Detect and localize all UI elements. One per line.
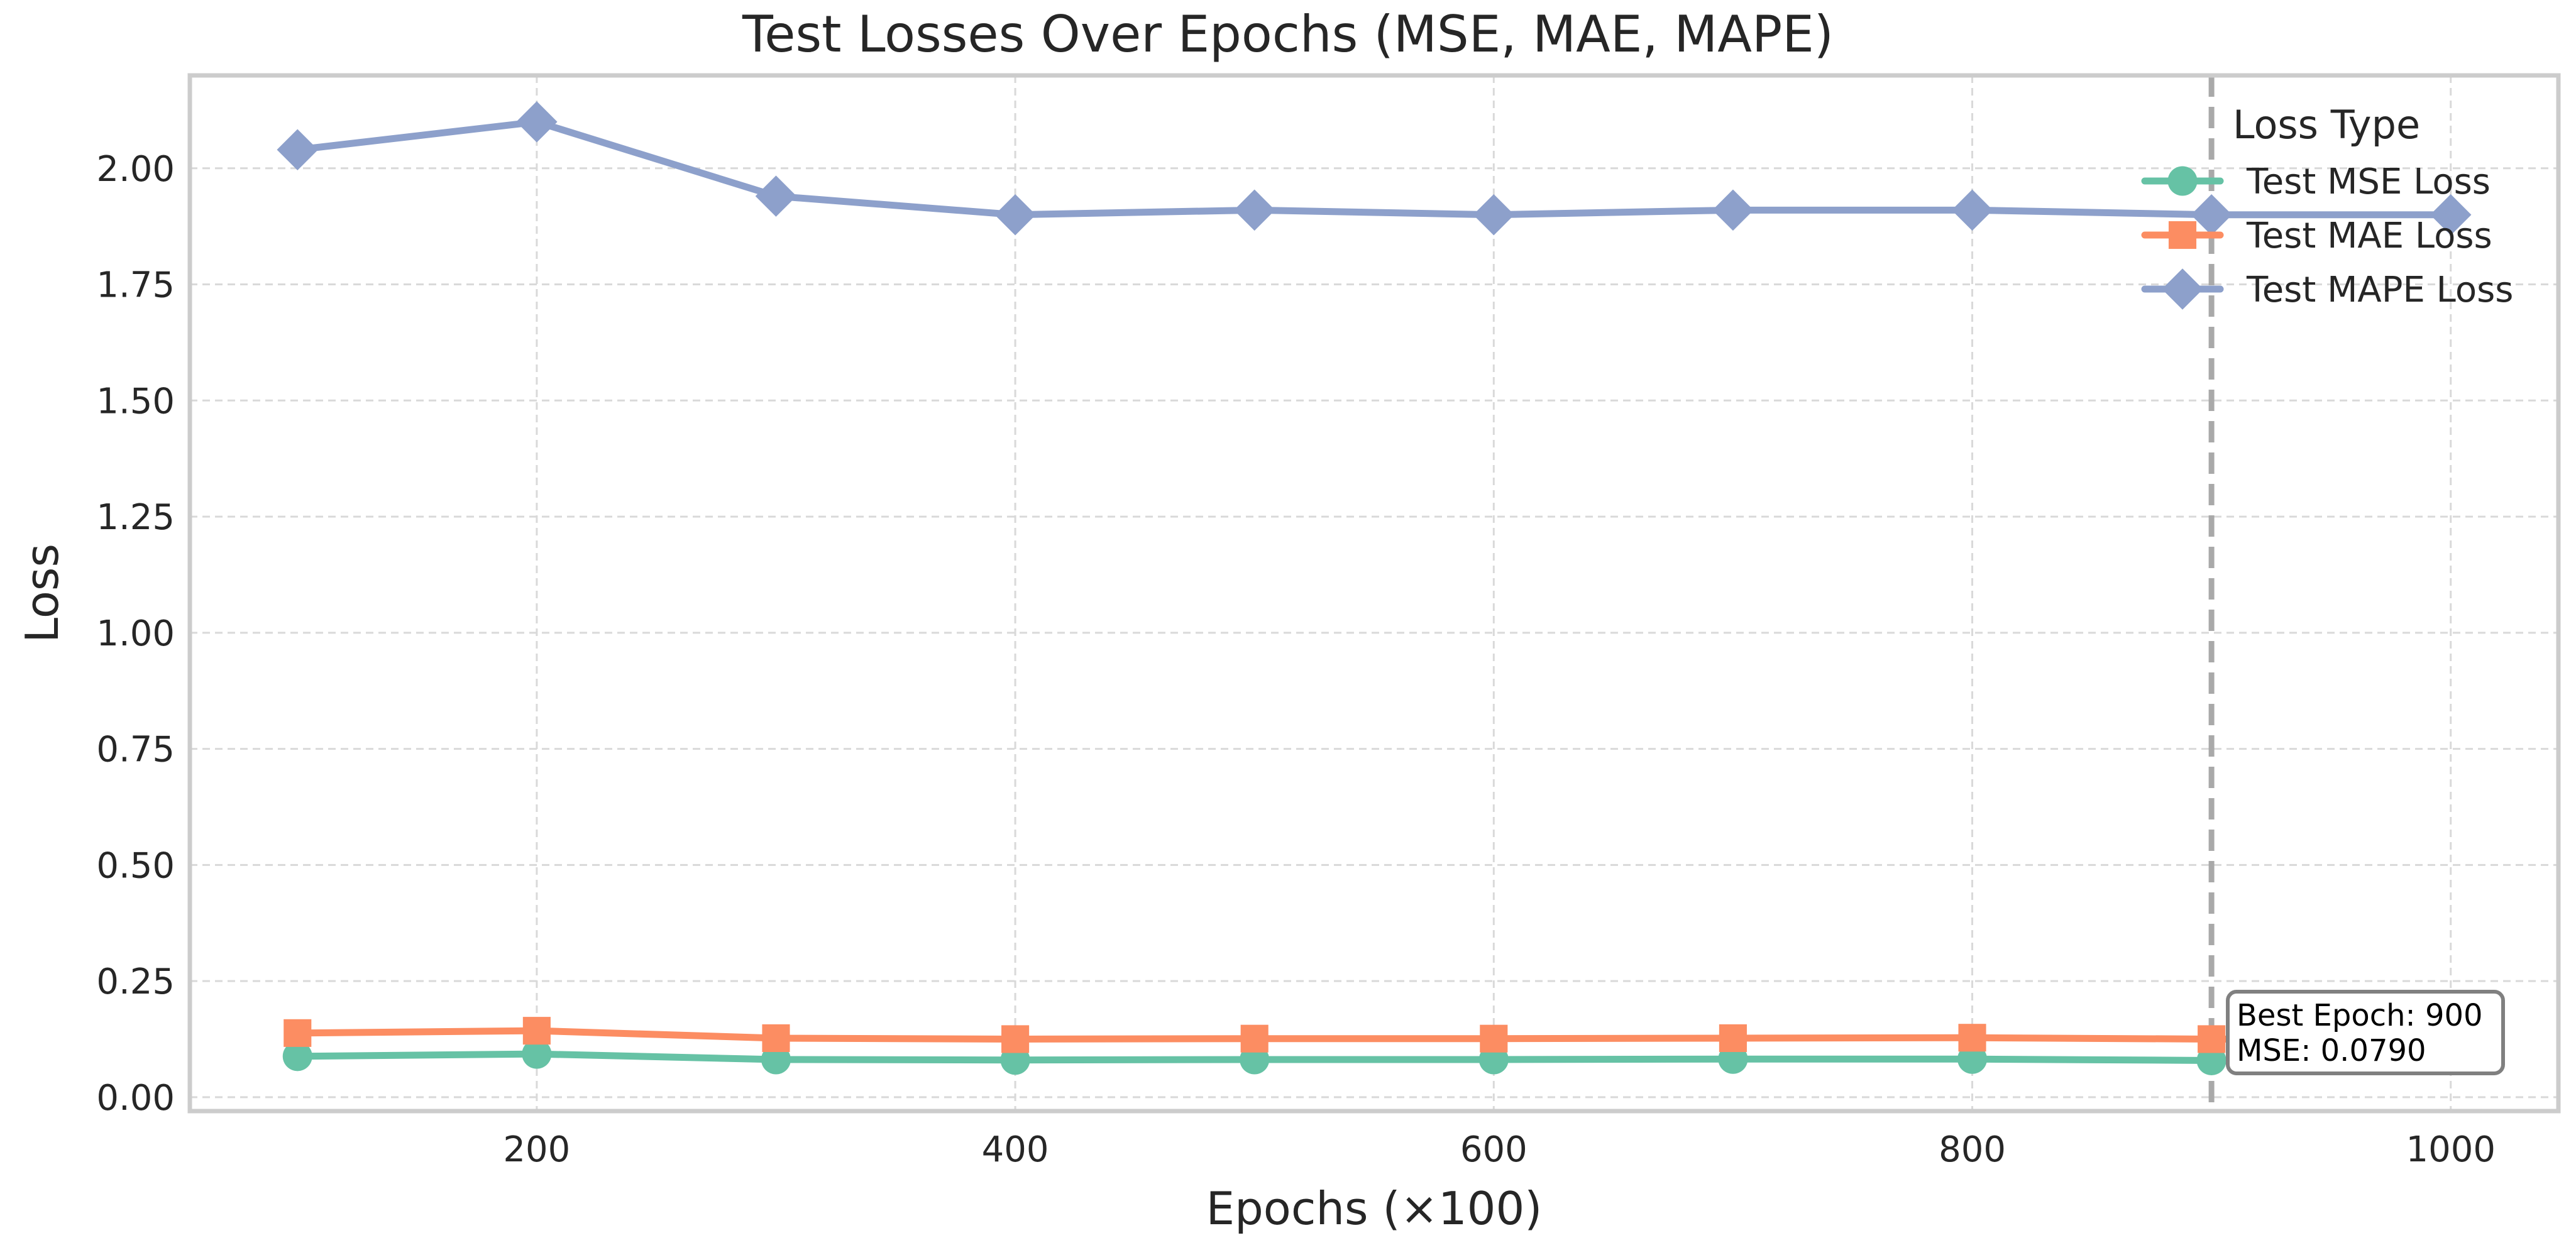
data-point xyxy=(1233,189,1275,231)
y-axis-label: Loss xyxy=(16,544,69,643)
series-layer xyxy=(277,101,2472,1075)
y-tick-label: 1.75 xyxy=(96,265,175,306)
data-point xyxy=(1240,1024,1269,1053)
series-diamond xyxy=(277,101,2472,236)
y-tick-label: 0.50 xyxy=(96,845,175,886)
legend-label: Test MAPE Loss xyxy=(2246,270,2513,310)
y-tick-label: 1.25 xyxy=(96,497,175,538)
chart-title: Test Losses Over Epochs (MSE, MAE, MAPE) xyxy=(742,5,1834,63)
data-point xyxy=(516,101,558,143)
legend-label: Test MSE Loss xyxy=(2246,162,2491,202)
data-point xyxy=(755,175,797,217)
data-point xyxy=(1719,1024,1747,1053)
data-point xyxy=(2198,1025,2226,1053)
legend-marker xyxy=(2168,221,2197,249)
x-axis-ticks: 200 400 600 800 1000 xyxy=(503,1129,2496,1170)
data-point xyxy=(277,129,319,171)
x-tick-label: 1000 xyxy=(2406,1129,2496,1170)
data-point xyxy=(2191,194,2232,236)
data-point xyxy=(1958,1024,1986,1052)
y-tick-label: 1.50 xyxy=(96,381,175,422)
y-tick-label: 2.00 xyxy=(96,149,175,190)
series-square xyxy=(283,1017,2465,1053)
data-point xyxy=(762,1024,790,1053)
y-tick-label: 0.00 xyxy=(96,1078,175,1119)
data-point xyxy=(282,1041,312,1071)
best-epoch-annotation: Best Epoch: 900 MSE: 0.0790 xyxy=(2226,990,2505,1075)
data-point xyxy=(994,194,1036,236)
data-point xyxy=(2196,1045,2226,1075)
data-point xyxy=(1951,189,1993,231)
x-axis-label: Epochs (×100) xyxy=(1206,1182,1543,1235)
series-line xyxy=(294,118,2455,219)
annotation-line-2: MSE: 0.0790 xyxy=(2237,1033,2426,1068)
data-point xyxy=(2430,194,2472,236)
y-tick-label: 1.00 xyxy=(96,613,175,654)
series-line xyxy=(294,1050,2455,1064)
data-point xyxy=(761,1044,791,1075)
x-tick-label: 600 xyxy=(1460,1129,1527,1170)
data-point xyxy=(1480,1024,1508,1053)
data-point xyxy=(283,1019,312,1047)
data-point xyxy=(522,1039,552,1069)
legend-title: Loss Type xyxy=(2233,102,2420,148)
annotation-line-1: Best Epoch: 900 xyxy=(2237,998,2483,1033)
legend-marker xyxy=(2162,268,2203,310)
legend-label: Test MAE Loss xyxy=(2246,216,2492,256)
x-tick-label: 400 xyxy=(982,1129,1049,1170)
y-tick-label: 0.75 xyxy=(96,730,175,770)
x-tick-label: 200 xyxy=(503,1129,570,1170)
y-tick-label: 0.25 xyxy=(96,962,175,1002)
plot-frame xyxy=(187,73,2561,1114)
series-line xyxy=(294,1027,2455,1043)
y-axis-ticks: 0.00 0.25 0.50 0.75 1.00 1.25 1.50 1.75 2.00 xyxy=(96,149,175,1119)
data-point xyxy=(1473,194,1515,236)
legend-marker xyxy=(2167,166,2198,196)
legend: Loss Type Test MSE Loss Test MAE Loss Test… xyxy=(2141,102,2513,310)
annotation-box xyxy=(2226,990,2505,1075)
x-tick-label: 800 xyxy=(1939,1129,2006,1170)
data-point xyxy=(522,1017,551,1045)
data-point xyxy=(1957,1044,1988,1074)
grid-layer xyxy=(190,75,2558,1111)
data-point xyxy=(1001,1025,1030,1053)
data-point xyxy=(1712,189,1754,231)
